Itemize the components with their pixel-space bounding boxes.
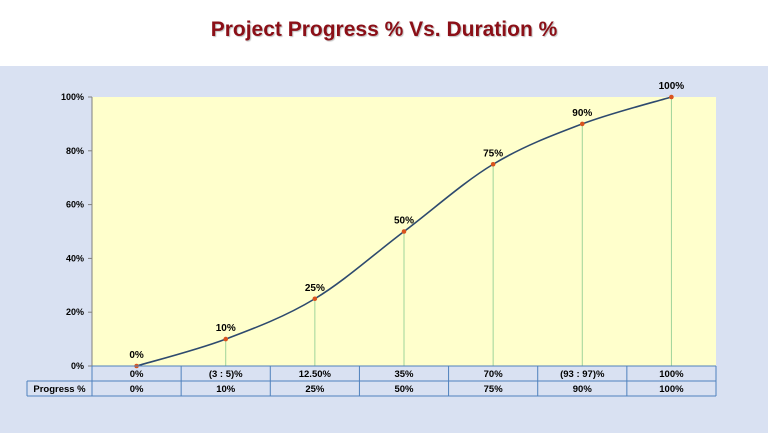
- data-label: 25%: [305, 283, 325, 294]
- chart-title: Project Progress % Vs. Duration %: [210, 18, 558, 41]
- y-tick-label: 60%: [66, 200, 84, 210]
- x-category-label: 100%: [659, 369, 684, 380]
- y-tick-label: 40%: [66, 253, 84, 263]
- x-category-label: 35%: [394, 369, 414, 380]
- data-label: 0%: [129, 350, 144, 361]
- x-category-label: 0%: [130, 369, 144, 380]
- table-value-cell: 25%: [305, 384, 325, 395]
- table-value-cell: 100%: [659, 384, 684, 395]
- data-point: [401, 229, 407, 234]
- y-tick-label: 80%: [66, 146, 84, 156]
- table-value-cell: 10%: [216, 384, 236, 395]
- chart-panel: 0% 20% 40% 60% 80% 100% 0% 10% 25% 50% 75% 90% 100% 0…: [0, 66, 768, 433]
- data-label: 50%: [394, 216, 414, 227]
- data-label: 10%: [216, 323, 236, 334]
- table-value-cell: 0%: [130, 384, 144, 395]
- data-point: [669, 94, 674, 100]
- data-label: 90%: [572, 108, 592, 119]
- chart-svg: 0% 20% 40% 60% 80% 100% 0% 10% 25% 50% 75% 90% 100% 0…: [26, 81, 717, 397]
- data-point: [490, 161, 496, 167]
- table-value-cell: 90%: [573, 384, 593, 395]
- table-value-cell: 75%: [484, 384, 504, 395]
- table-row-header: Progress %: [33, 384, 86, 395]
- y-tick-label: 20%: [66, 307, 84, 317]
- data-point: [312, 296, 318, 302]
- data-point: [579, 121, 585, 127]
- table-value-cell: 50%: [394, 384, 414, 395]
- data-label: 100%: [659, 81, 685, 92]
- y-tick-label: 100%: [61, 92, 84, 102]
- x-category-label: 70%: [484, 369, 504, 380]
- x-category-label: 12.50%: [299, 369, 332, 380]
- data-point: [223, 336, 229, 342]
- x-category-label: (3 : 5)%: [209, 369, 243, 380]
- data-label: 75%: [483, 148, 503, 159]
- x-category-label: (93 : 97)%: [560, 369, 605, 380]
- y-tick-label: 0%: [71, 361, 84, 371]
